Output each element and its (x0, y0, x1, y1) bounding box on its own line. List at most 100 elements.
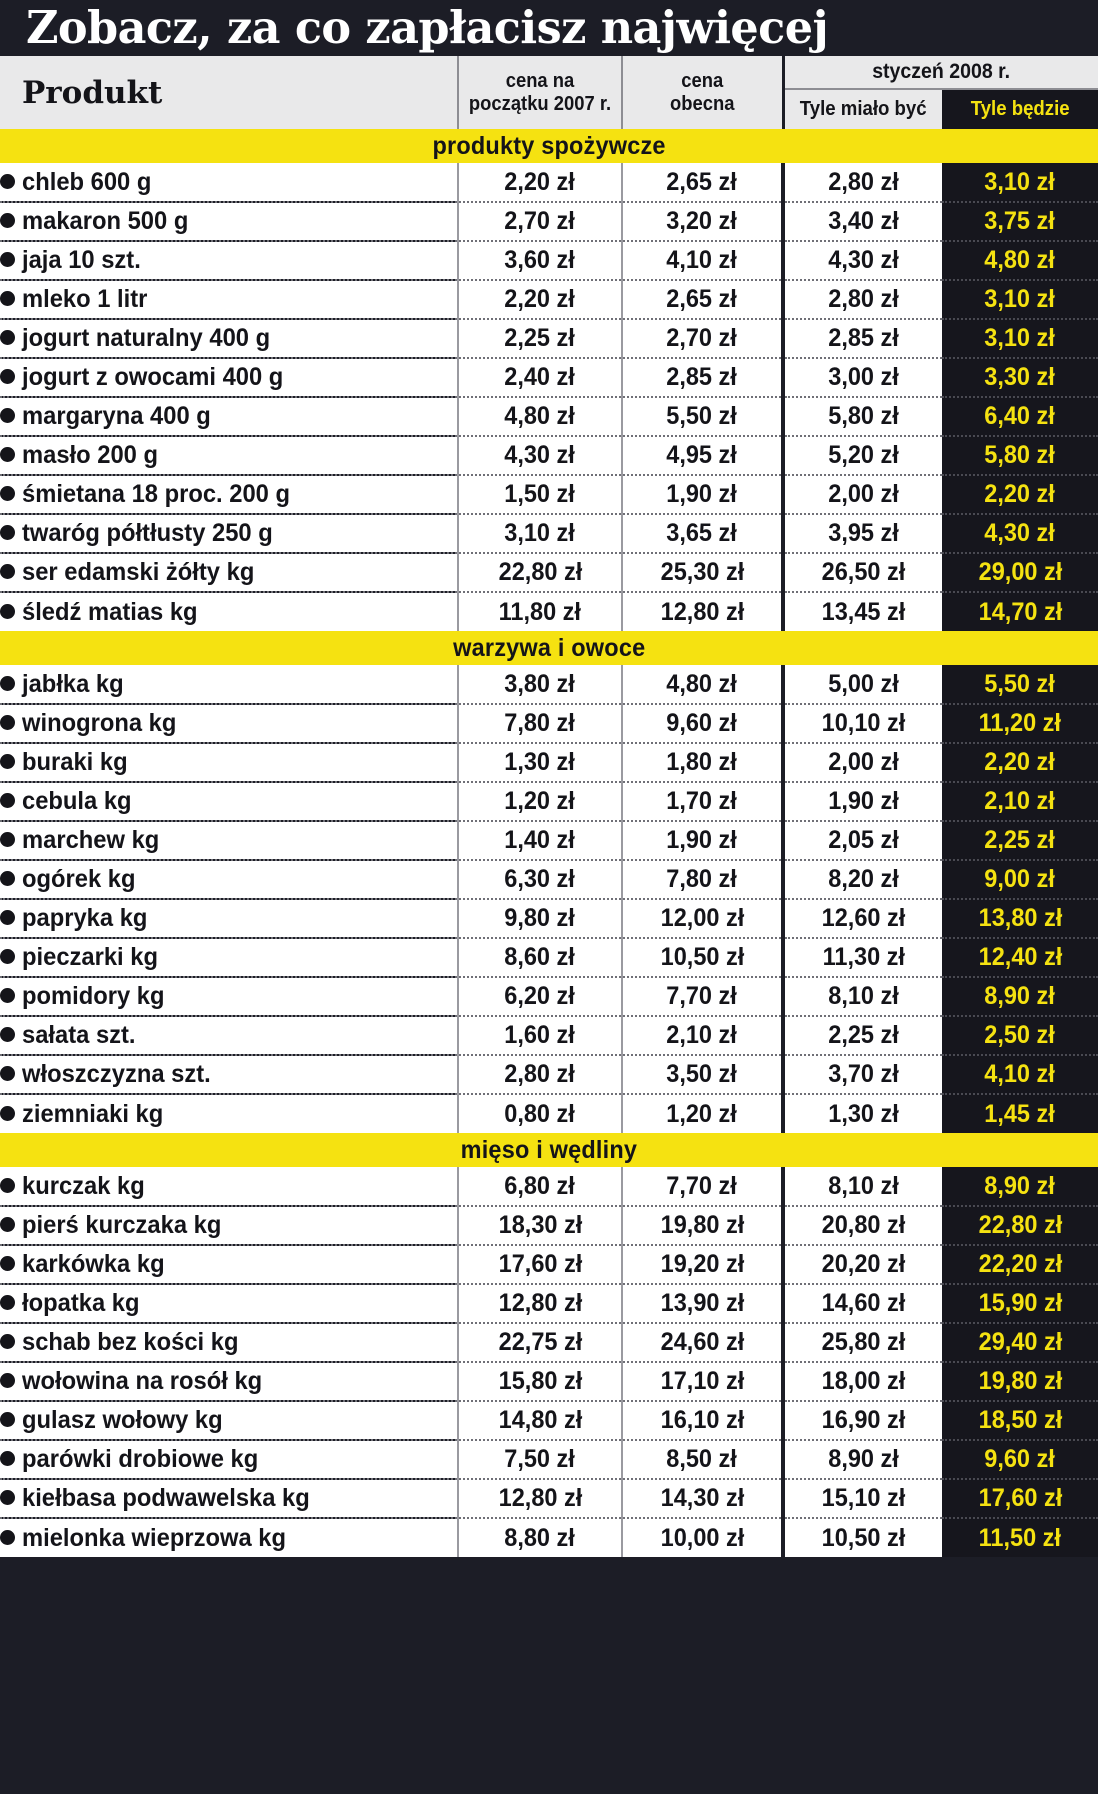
cell-expected: 25,80 zł (781, 1323, 942, 1363)
cell-actual: 4,30 zł (942, 514, 1098, 554)
cell-actual: 11,50 zł (942, 1518, 1098, 1557)
table-row: margaryna 400 g 4,80 zł 5,50 zł 5,80 zł 6,40… (0, 397, 1098, 437)
bullet-icon (0, 1373, 15, 1388)
bullet-icon (0, 408, 15, 423)
bullet-icon (0, 754, 15, 769)
cell-actual: 11,20 zł (942, 704, 1098, 744)
product-label: twaróg półtłusty 250 g (22, 519, 273, 547)
product-label: kurczak kg (22, 1171, 145, 1200)
cell-expected: 4,30 zł (781, 241, 942, 281)
cell-actual: 2,25 zł (942, 821, 1098, 861)
cell-expected: 8,10 zł (781, 1167, 942, 1207)
table-row: gulasz wołowy kg 14,80 zł 16,10 zł 16,90 zł… (0, 1401, 1098, 1441)
table-row: ogórek kg 6,30 zł 7,80 zł 8,20 zł 9,00 zł (0, 860, 1098, 900)
cell-actual: 3,10 zł (942, 319, 1098, 359)
cell-product: pierś kurczaka kg (0, 1206, 458, 1246)
cell-price-2007: 2,80 zł (457, 1055, 622, 1095)
bullet-icon (0, 213, 15, 228)
header-expected-label: Tyle miało być (799, 98, 927, 120)
bullet-icon (0, 949, 15, 964)
cell-price-2007: 3,60 zł (457, 241, 622, 281)
cell-price-now: 17,10 zł (621, 1362, 783, 1402)
table-row: śledź matias kg 11,80 zł 12,80 zł 13,45 zł 1… (0, 592, 1098, 631)
cell-price-now: 19,80 zł (621, 1206, 783, 1246)
cell-actual: 2,20 zł (942, 475, 1098, 515)
bullet-icon (0, 910, 15, 925)
table-row: mielonka wieprzowa kg 8,80 zł 10,00 zł 10,5… (0, 1518, 1098, 1557)
table-row: twaróg półtłusty 250 g 3,10 zł 3,65 zł 3,95… (0, 514, 1098, 554)
cell-price-now: 13,90 zł (621, 1284, 783, 1324)
bullet-icon (0, 832, 15, 847)
cell-price-2007: 17,60 zł (457, 1245, 622, 1285)
cell-price-now: 9,60 zł (621, 704, 783, 744)
product-label: pieczarki kg (22, 943, 158, 971)
cell-product: ziemniaki kg (0, 1094, 458, 1133)
cell-expected: 2,80 zł (781, 280, 942, 320)
product-label: schab bez kości kg (22, 1328, 239, 1356)
cell-expected: 2,00 zł (781, 743, 942, 783)
cell-price-now: 12,00 zł (621, 899, 783, 939)
cell-price-2007: 6,30 zł (457, 860, 622, 900)
product-label: ser edamski żółty kg (22, 558, 255, 586)
product-label: jabłka kg (22, 669, 124, 698)
header-price-now-line1: cena (681, 69, 724, 92)
cell-product: marchew kg (0, 821, 458, 861)
cell-expected: 5,80 zł (781, 397, 942, 437)
cell-price-2007: 4,30 zł (457, 436, 622, 476)
cell-actual: 5,80 zł (942, 436, 1098, 476)
cell-price-2007: 7,80 zł (457, 704, 622, 744)
table-row: włoszczyzna szt. 2,80 zł 3,50 zł 3,70 zł 4,1… (0, 1055, 1098, 1095)
cell-expected: 3,00 zł (781, 358, 942, 398)
cell-price-now: 3,20 zł (621, 202, 783, 242)
cell-price-2007: 12,80 zł (457, 1284, 622, 1324)
product-label: ziemniaki kg (22, 1099, 164, 1128)
bullet-icon (0, 1217, 15, 1232)
cell-price-2007: 14,80 zł (457, 1401, 622, 1441)
cell-product: pieczarki kg (0, 938, 458, 978)
cell-price-2007: 3,10 zł (457, 514, 622, 554)
table-row: marchew kg 1,40 zł 1,90 zł 2,05 zł 2,25 zł (0, 821, 1098, 861)
product-label: mleko 1 litr (22, 285, 148, 313)
bullet-icon (0, 1451, 15, 1466)
cell-product: pomidory kg (0, 977, 458, 1017)
product-label: śmietana 18 proc. 200 g (22, 480, 290, 508)
cell-actual: 4,80 zł (942, 241, 1098, 281)
cell-price-2007: 1,40 zł (457, 821, 622, 861)
cell-price-now: 1,20 zł (621, 1094, 783, 1133)
cell-actual: 19,80 zł (942, 1362, 1098, 1402)
cell-expected: 2,05 zł (781, 821, 942, 861)
table-row: pierś kurczaka kg 18,30 zł 19,80 zł 20,80 z… (0, 1206, 1098, 1246)
product-label: karkówka kg (22, 1250, 165, 1278)
cell-price-now: 5,50 zł (621, 397, 783, 437)
cell-product: buraki kg (0, 743, 458, 783)
cell-actual: 4,10 zł (942, 1055, 1098, 1095)
cell-product: karkówka kg (0, 1245, 458, 1285)
cell-price-2007: 2,25 zł (457, 319, 622, 359)
cell-price-2007: 7,50 zł (457, 1440, 622, 1480)
cell-price-now: 16,10 zł (621, 1401, 783, 1441)
cell-expected: 5,00 zł (781, 665, 942, 705)
cell-expected: 26,50 zł (781, 553, 942, 593)
cell-price-2007: 22,80 zł (457, 553, 622, 593)
cell-expected: 3,40 zł (781, 202, 942, 242)
section-title: mięso i wędliny (0, 1133, 1098, 1167)
cell-expected: 10,50 zł (781, 1518, 942, 1557)
bullet-icon (0, 1066, 15, 1081)
section-header-row: warzywa i owoce (0, 631, 1098, 665)
cell-expected: 20,20 zł (781, 1245, 942, 1285)
cell-price-now: 25,30 zł (621, 553, 783, 593)
cell-price-2007: 15,80 zł (457, 1362, 622, 1402)
cell-price-now: 7,80 zł (621, 860, 783, 900)
product-label: winogrona kg (22, 709, 177, 737)
cell-expected: 14,60 zł (781, 1284, 942, 1324)
cell-actual: 3,75 zł (942, 202, 1098, 242)
cell-expected: 15,10 zł (781, 1479, 942, 1519)
bullet-icon (0, 1177, 15, 1193)
cell-actual: 6,40 zł (942, 397, 1098, 437)
bullet-icon (0, 369, 15, 384)
cell-actual: 3,30 zł (942, 358, 1098, 398)
cell-price-now: 4,80 zł (621, 665, 783, 705)
bullet-icon (0, 715, 15, 730)
cell-product: kurczak kg (0, 1167, 458, 1207)
cell-product: cebula kg (0, 782, 458, 822)
